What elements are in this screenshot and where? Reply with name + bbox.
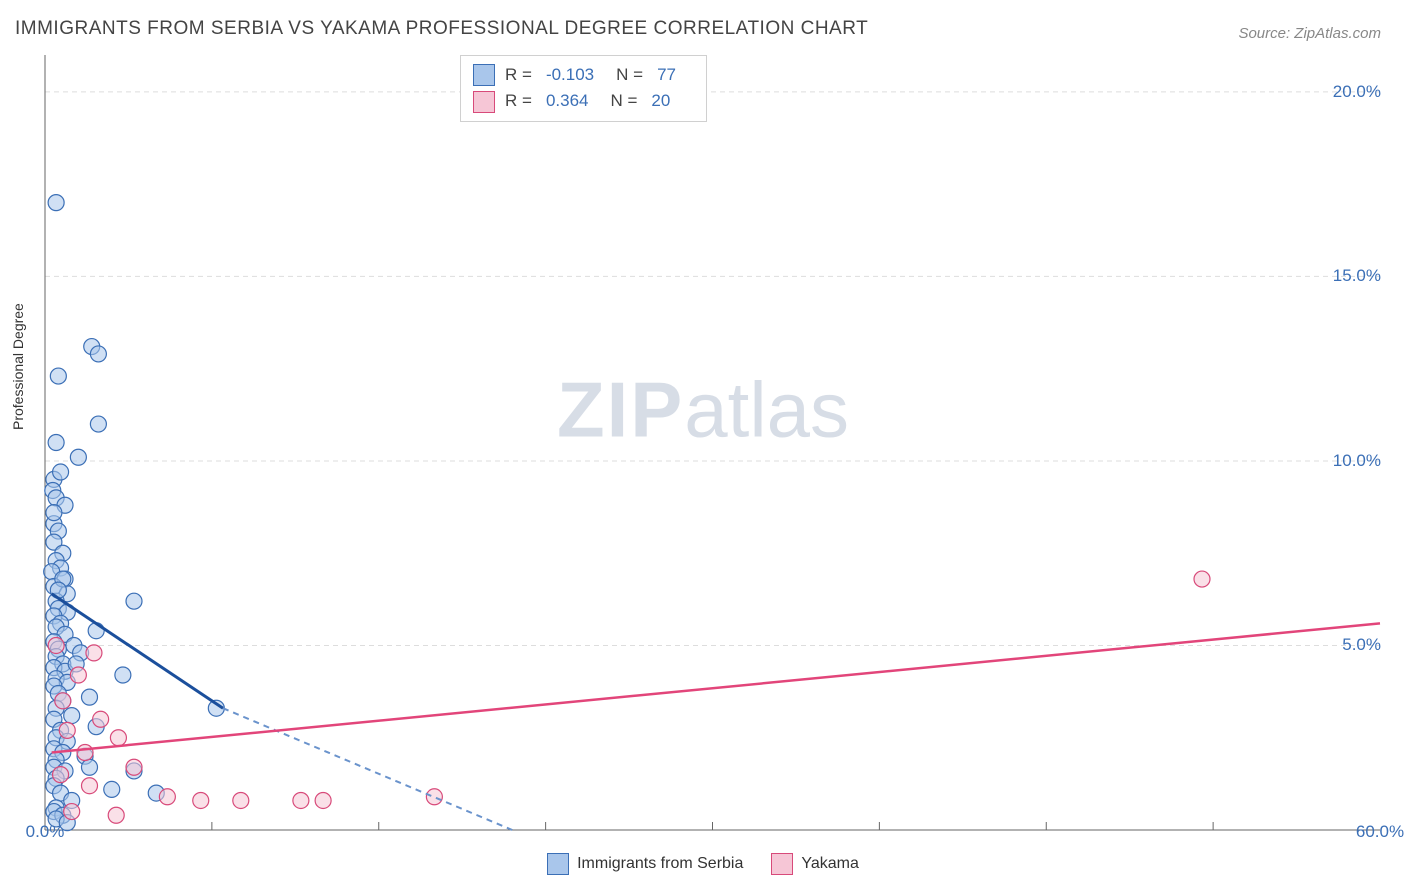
xtick-label: 60.0% <box>1356 822 1404 842</box>
legend-label-serbia: Immigrants from Serbia <box>577 855 743 873</box>
ytick-label: 5.0% <box>1342 635 1381 655</box>
scatter-plot <box>0 0 1406 892</box>
r-value-serbia: -0.103 <box>546 62 594 88</box>
n-value-yakama: 20 <box>651 88 670 114</box>
stats-legend: R = -0.103 N = 77 R = 0.364 N = 20 <box>460 55 707 122</box>
n-label: N = <box>610 88 637 114</box>
legend-item-yakama: Yakama <box>771 853 859 875</box>
ytick-label: 10.0% <box>1333 451 1381 471</box>
ytick-label: 20.0% <box>1333 82 1381 102</box>
swatch-yakama <box>473 91 495 113</box>
r-label: R = <box>505 62 532 88</box>
n-value-serbia: 77 <box>657 62 676 88</box>
ytick-label: 15.0% <box>1333 266 1381 286</box>
r-label: R = <box>505 88 532 114</box>
xtick-label: 0.0% <box>26 822 65 842</box>
swatch-serbia <box>473 64 495 86</box>
r-value-yakama: 0.364 <box>546 88 589 114</box>
bottom-legend: Immigrants from Serbia Yakama <box>0 853 1406 875</box>
stats-row-yakama: R = 0.364 N = 20 <box>473 88 688 114</box>
stats-row-serbia: R = -0.103 N = 77 <box>473 62 688 88</box>
swatch-serbia <box>547 853 569 875</box>
swatch-yakama <box>771 853 793 875</box>
n-label: N = <box>616 62 643 88</box>
legend-label-yakama: Yakama <box>801 855 859 873</box>
legend-item-serbia: Immigrants from Serbia <box>547 853 743 875</box>
